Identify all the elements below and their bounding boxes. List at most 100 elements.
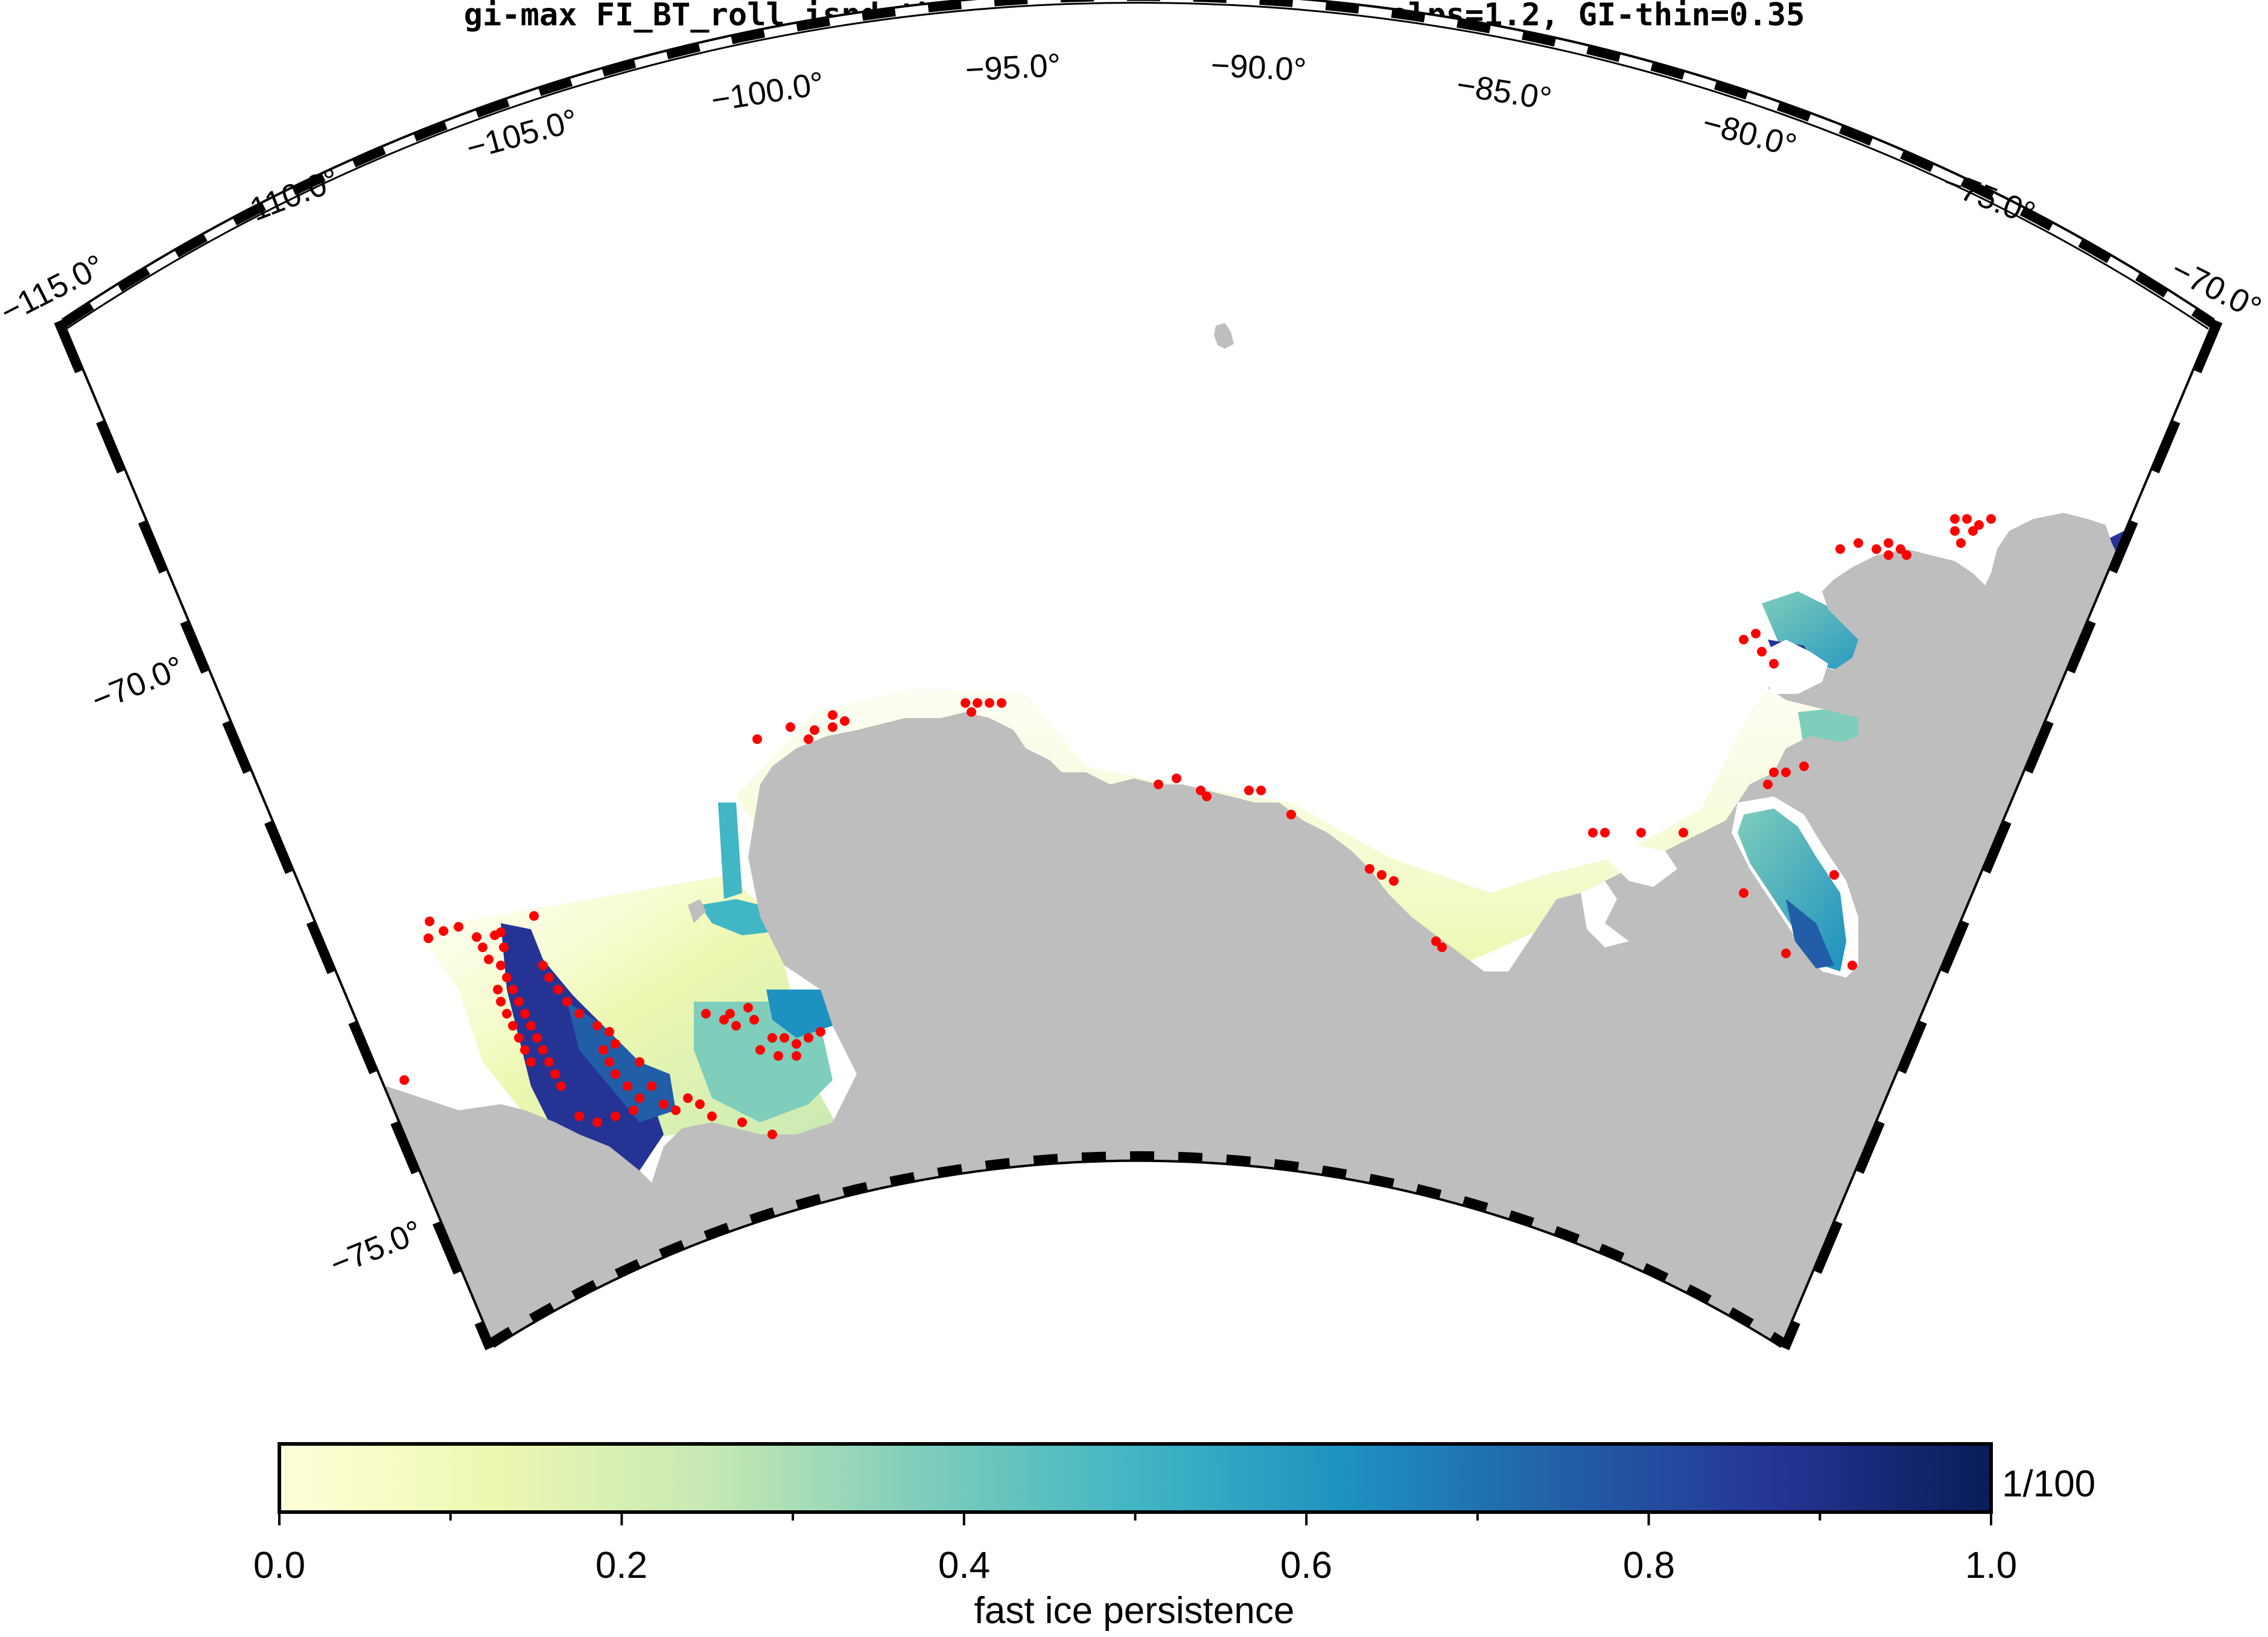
grounded-iceberg-dot [1588, 828, 1598, 838]
grounded-iceberg-dot [611, 1069, 620, 1079]
grounded-iceberg-dot [683, 1093, 693, 1103]
grounded-iceberg-dot [967, 707, 976, 717]
grounded-iceberg-dot [611, 1039, 620, 1049]
grounded-iceberg-dot [538, 961, 548, 970]
grounded-iceberg-dot [792, 1051, 801, 1061]
grounded-iceberg-dot [499, 942, 509, 952]
grounded-iceberg-dot [1751, 629, 1761, 638]
grounded-iceberg-dot [1974, 520, 1984, 530]
grounded-iceberg-dot [484, 955, 494, 964]
grounded-iceberg-dot [611, 1111, 620, 1121]
frame-right-dash [1781, 320, 2223, 1350]
frame-outer-top [61, 0, 2216, 321]
grounded-iceberg-dot [1389, 876, 1399, 886]
grounded-iceberg-dot [472, 932, 481, 942]
grounded-iceberg-dot [695, 1099, 705, 1109]
grounded-iceberg-dot [550, 1069, 560, 1079]
grounded-iceberg-dot [592, 1117, 602, 1127]
east-bay-fill-dark [1786, 899, 1834, 968]
grounded-iceberg-dot [961, 698, 970, 708]
grounded-iceberg-dot [1172, 774, 1181, 783]
fast-ice-east-bay-1 [1762, 591, 1882, 676]
grounded-iceberg-dot [816, 1027, 825, 1037]
fast-ice-patch-strip [718, 803, 742, 899]
colorbar: 0.0 0.2 0.4 0.6 0.8 1.0 1/100 fast ice p… [253, 1442, 2095, 1632]
grounded-iceberg-dot [439, 926, 448, 936]
grounded-iceberg-dot [520, 1009, 530, 1019]
colorbar-tick-5: 1.0 [1965, 1545, 2017, 1586]
grounded-iceberg-dot [556, 1081, 566, 1091]
grounded-iceberg-dot [1884, 550, 1893, 560]
grounded-iceberg-dot [1769, 659, 1779, 669]
colorbar-tick-3: 0.6 [1280, 1545, 1332, 1586]
frame-dash-bottom [488, 1151, 1787, 1347]
lon-label-95: −95.0° [964, 47, 1061, 88]
grounded-iceberg-dot [804, 1033, 813, 1043]
grounded-iceberg-dot [526, 1057, 536, 1067]
frame-left-dash [54, 320, 494, 1350]
grounded-iceberg-dot [737, 1117, 747, 1127]
grounded-iceberg-dot [786, 722, 795, 732]
lon-label-90: −90.0° [1210, 47, 1307, 88]
grounded-iceberg-dot [1781, 949, 1791, 958]
grounded-iceberg-dot [629, 1105, 638, 1115]
grounded-iceberg-dot [1763, 780, 1773, 789]
grounded-iceberg-dot [1377, 870, 1387, 880]
grounded-iceberg-dot [773, 1051, 783, 1061]
frame-inner-top [66, 2, 2209, 330]
grounded-iceberg-dot [828, 722, 837, 732]
colorbar-ticks [278, 1512, 1992, 1525]
grounded-iceberg-dot [1431, 936, 1441, 946]
grounded-iceberg-dot [1884, 538, 1893, 548]
frame-dash-top [62, 0, 2214, 328]
grounded-iceberg-dot [1600, 828, 1610, 838]
grounded-iceberg-dot [1829, 870, 1839, 880]
map-frame [54, 0, 2223, 1350]
grounded-iceberg-dot [792, 1039, 801, 1049]
grounded-iceberg-dot [425, 917, 434, 926]
grounded-iceberg-dot [1636, 828, 1646, 838]
grounded-iceberg-dot [1902, 550, 1911, 560]
grounded-iceberg-dot [1739, 635, 1749, 644]
lat-label-75: −75.0° [325, 1213, 427, 1283]
grounded-iceberg-dot [592, 1021, 602, 1031]
grounded-iceberg-dot [1739, 888, 1749, 898]
colorbar-gradient [278, 1442, 1993, 1514]
grounded-iceberg-dot [743, 1003, 753, 1012]
grounded-iceberg-dot [810, 725, 819, 735]
grounded-iceberg-dot [508, 985, 518, 994]
grounded-iceberg-dot [599, 1045, 608, 1055]
grounded-iceberg-dot [840, 716, 850, 726]
frame-left [61, 319, 495, 1347]
grounded-iceberg-dot [659, 1099, 669, 1109]
grounded-iceberg-dot [574, 1009, 584, 1019]
grounded-iceberg-dot [973, 698, 982, 708]
grounded-iceberg-dot [1986, 514, 1996, 524]
grounded-iceberg-dot [635, 1093, 644, 1103]
grounded-iceberg-dot [493, 985, 503, 994]
grounded-iceberg-dot [496, 997, 506, 1006]
grounded-iceberg-dot [752, 734, 762, 744]
grounded-iceberg-dot [544, 973, 554, 982]
grounded-iceberg-dot [1769, 768, 1779, 777]
grounded-iceberg-dot [749, 1015, 759, 1025]
grounded-iceberg-dot [526, 1021, 536, 1031]
grounded-iceberg-dot [605, 1027, 614, 1037]
fast-ice-dark-west [501, 923, 664, 1189]
grounded-iceberg-dot [424, 933, 433, 943]
grounded-iceberg-dot [623, 1081, 632, 1091]
grounded-iceberg-dot [731, 1021, 741, 1031]
east-inlet-4 [1605, 845, 1677, 887]
grounded-iceberg-dot [780, 1033, 789, 1043]
grounded-iceberg-dot [1962, 514, 1972, 524]
grounded-iceberg-dot [701, 1009, 711, 1019]
grounded-iceberg-dot [1781, 768, 1791, 777]
grounded-iceberg-dot [532, 1033, 542, 1043]
grounded-iceberg-dot [1679, 828, 1688, 838]
grounded-iceberg-dot [496, 927, 506, 937]
fast-ice-blue-west [567, 1002, 676, 1122]
frame-outer-bottom [492, 1159, 1782, 1348]
grounded-iceberg-dot [828, 710, 837, 720]
grounded-iceberg-dot [1872, 544, 1881, 554]
grounded-iceberg-dot [538, 1045, 548, 1055]
